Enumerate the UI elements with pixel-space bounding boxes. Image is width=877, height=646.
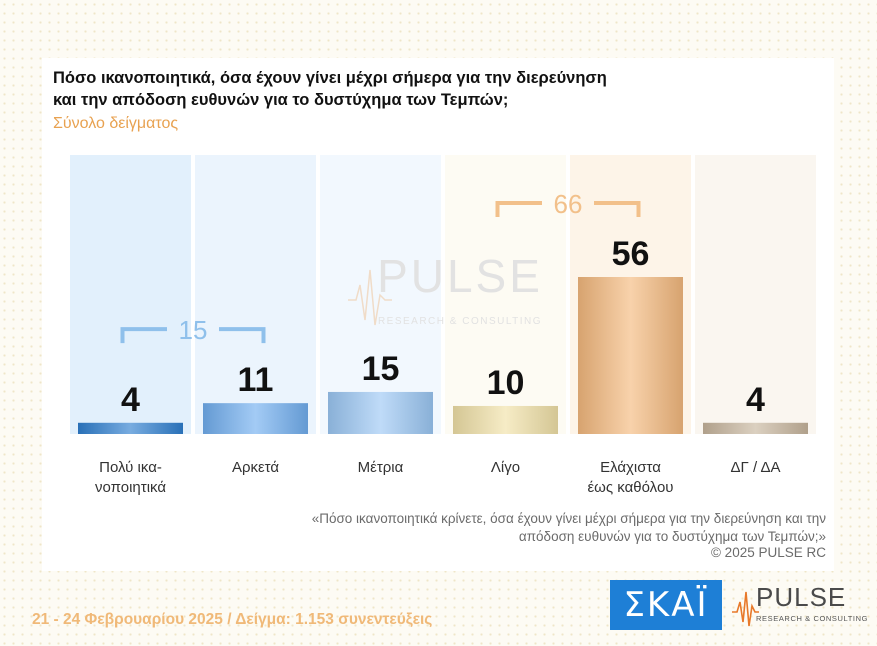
question-note-line-2: απόδοση ευθυνών για το δυστύχημα των Τεμ… — [518, 529, 826, 544]
column-background — [195, 155, 316, 434]
watermark-tagline: RESEARCH & CONSULTING — [378, 316, 542, 327]
chart-subtitle: Σύνολο δείγματος — [53, 115, 179, 132]
category-label: Ελάχιστα — [600, 459, 661, 476]
column-background — [70, 155, 191, 434]
bar-value-label: 56 — [612, 235, 650, 273]
category-label: ΔΓ / ΔΑ — [731, 459, 781, 476]
pulse-logo: PULSE RESEARCH & CONSULTING — [730, 580, 869, 632]
bracket-left-arm — [120, 327, 167, 344]
bracket-total-label: 15 — [179, 315, 208, 345]
category-label: έως καθόλου — [587, 479, 673, 496]
watermark-wave-icon — [348, 269, 392, 326]
bracket-left-arm — [495, 201, 542, 217]
category-label: Αρκετά — [232, 459, 279, 476]
watermark-brand: PULSE — [377, 250, 543, 302]
bar — [328, 391, 433, 434]
category-label: Λίγο — [491, 459, 520, 476]
category-label: Μέτρια — [358, 459, 404, 476]
bar — [578, 277, 683, 434]
bar-value-label: 11 — [238, 361, 274, 399]
pulse-logo-text: PULSE — [756, 582, 847, 612]
survey-footer: 21 - 24 Φεβρουαρίου 2025 / Δείγμα: 1.153… — [32, 611, 433, 628]
chart-title: Πόσο ικανοποιητικά, όσα έχουν γίνει μέχρ… — [53, 67, 693, 111]
category-label: νοποιητικά — [95, 479, 166, 496]
question-note: «Πόσο ικανοποιητικά κρίνετε, όσα έχουν γ… — [226, 510, 826, 546]
bar-value-label: 4 — [746, 381, 765, 419]
bar-value-label: 15 — [362, 350, 400, 388]
bar-value-label: 10 — [487, 364, 525, 402]
pulse-logo-tagline: RESEARCH & CONSULTING — [756, 614, 869, 623]
bar — [78, 422, 183, 434]
bar — [203, 403, 308, 434]
pulse-wave-icon — [732, 591, 759, 627]
bracket-right-arm — [219, 327, 266, 344]
bracket-right-arm — [594, 201, 641, 217]
skai-logo: ΣΚΑΪ — [610, 580, 722, 630]
skai-logo-text: ΣΚΑΪ — [623, 585, 709, 625]
bar — [703, 422, 808, 434]
chart-title-line-1: Πόσο ικανοποιητικά, όσα έχουν γίνει μέχρ… — [53, 69, 607, 87]
bar-value-label: 4 — [121, 381, 140, 419]
copyright-text: © 2025 PULSE RC — [710, 545, 826, 560]
chart-title-line-2: και την απόδοση ευθυνών για το δυστύχημα… — [53, 91, 509, 109]
bar — [453, 405, 558, 434]
column-background — [695, 155, 816, 434]
bracket-total-label: 66 — [554, 189, 583, 219]
category-label: Πολύ ικα- — [99, 459, 162, 476]
question-note-line-1: «Πόσο ικανοποιητικά κρίνετε, όσα έχουν γ… — [311, 511, 826, 526]
